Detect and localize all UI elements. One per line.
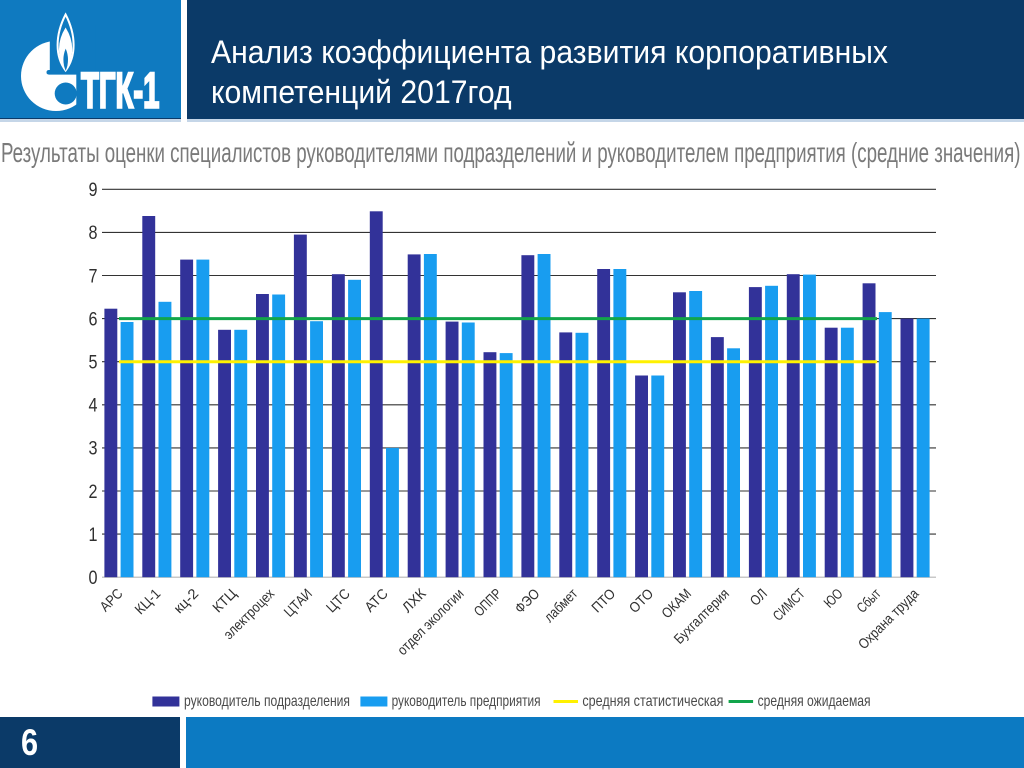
svg-text:3: 3 [89, 439, 98, 460]
svg-text:кц-2: кц-2 [171, 586, 202, 617]
svg-text:ТГК-1: ТГК-1 [81, 62, 160, 118]
svg-text:руководитель предприятия: руководитель предприятия [392, 693, 541, 710]
svg-text:отдел экологии: отдел экологии [395, 586, 468, 659]
svg-text:АТС: АТС [362, 586, 392, 616]
svg-text:1: 1 [89, 525, 98, 546]
svg-text:7: 7 [89, 266, 98, 287]
svg-text:ОППР: ОППР [471, 586, 505, 620]
svg-text:руководитель подразделения: руководитель подразделения [184, 693, 350, 710]
svg-text:9: 9 [89, 180, 98, 201]
svg-text:ОЛ: ОЛ [747, 586, 770, 609]
svg-text:2: 2 [89, 482, 98, 503]
svg-text:ЦТС: ЦТС [324, 586, 354, 616]
svg-text:4: 4 [89, 396, 98, 417]
svg-text:8: 8 [89, 223, 98, 244]
svg-text:ЛХК: ЛХК [399, 586, 430, 617]
svg-text:Сбыт: Сбыт [854, 586, 885, 617]
svg-text:ОТО: ОТО [626, 586, 657, 617]
svg-text:5: 5 [89, 353, 98, 374]
svg-text:средняя ожидаемая: средняя ожидаемая [758, 693, 871, 710]
svg-text:АРС: АРС [97, 586, 126, 615]
svg-text:КЦ-1: КЦ-1 [132, 586, 164, 618]
svg-text:СИМСТ: СИМСТ [770, 586, 809, 625]
svg-text:ПТО: ПТО [589, 586, 619, 616]
svg-text:КТЦ: КТЦ [210, 586, 240, 616]
svg-text:лабмет: лабмет [541, 586, 581, 626]
svg-text:ФЭО: ФЭО [512, 586, 543, 617]
svg-text:ЮО: ЮО [821, 586, 846, 611]
svg-text:0: 0 [89, 568, 98, 589]
svg-text:6: 6 [89, 309, 98, 330]
svg-text:ЦТАИ: ЦТАИ [281, 586, 316, 621]
svg-text:средняя статистическая: средняя статистическая [582, 693, 723, 710]
